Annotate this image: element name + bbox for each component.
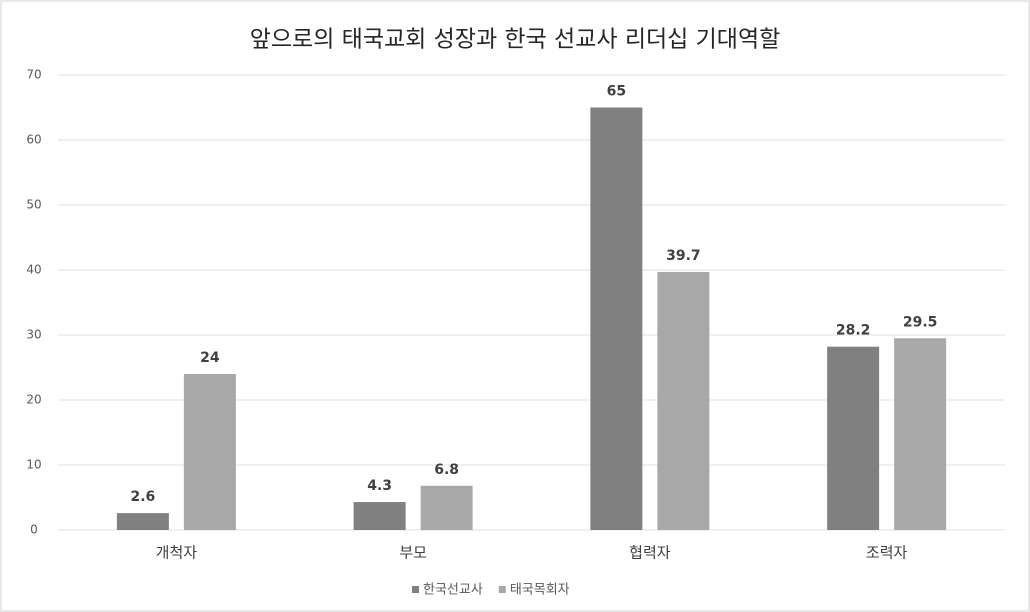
value-label: 29.5 [903, 314, 938, 330]
x-tick-label: 협력자 [629, 544, 671, 562]
value-label: 28.2 [836, 323, 871, 339]
bar [116, 513, 169, 530]
y-tick-label: 0 [30, 523, 38, 537]
y-tick-label: 20 [26, 393, 41, 407]
y-tick-label: 60 [26, 133, 41, 147]
legend-label: 태국목회자 [510, 583, 570, 598]
bar [894, 338, 947, 530]
y-tick-label: 50 [26, 198, 41, 212]
legend-label: 한국선교사 [423, 583, 483, 598]
x-tick-label: 개척자 [156, 544, 198, 562]
bar [183, 374, 236, 530]
y-tick-label: 30 [26, 328, 41, 342]
value-label: 24 [200, 350, 220, 366]
y-tick-label: 10 [26, 458, 41, 472]
bar [657, 271, 710, 530]
value-label: 4.3 [367, 478, 392, 494]
bar [590, 107, 643, 530]
value-label: 65 [607, 84, 626, 100]
legend-swatch [412, 586, 419, 593]
x-tick-label: 조력자 [866, 544, 908, 562]
bar [827, 346, 880, 530]
x-tick-label: 부모 [399, 544, 427, 562]
bar [420, 485, 473, 530]
bar [353, 502, 406, 530]
y-tick-label: 70 [26, 68, 41, 82]
chart-title: 앞으로의 태국교회 성장과 한국 선교사 리더십 기대역할 [250, 27, 781, 53]
value-label: 2.6 [130, 489, 155, 505]
value-label: 39.7 [666, 248, 701, 264]
value-label: 6.8 [434, 462, 459, 478]
y-tick-label: 40 [26, 263, 41, 277]
legend-swatch [498, 586, 506, 593]
